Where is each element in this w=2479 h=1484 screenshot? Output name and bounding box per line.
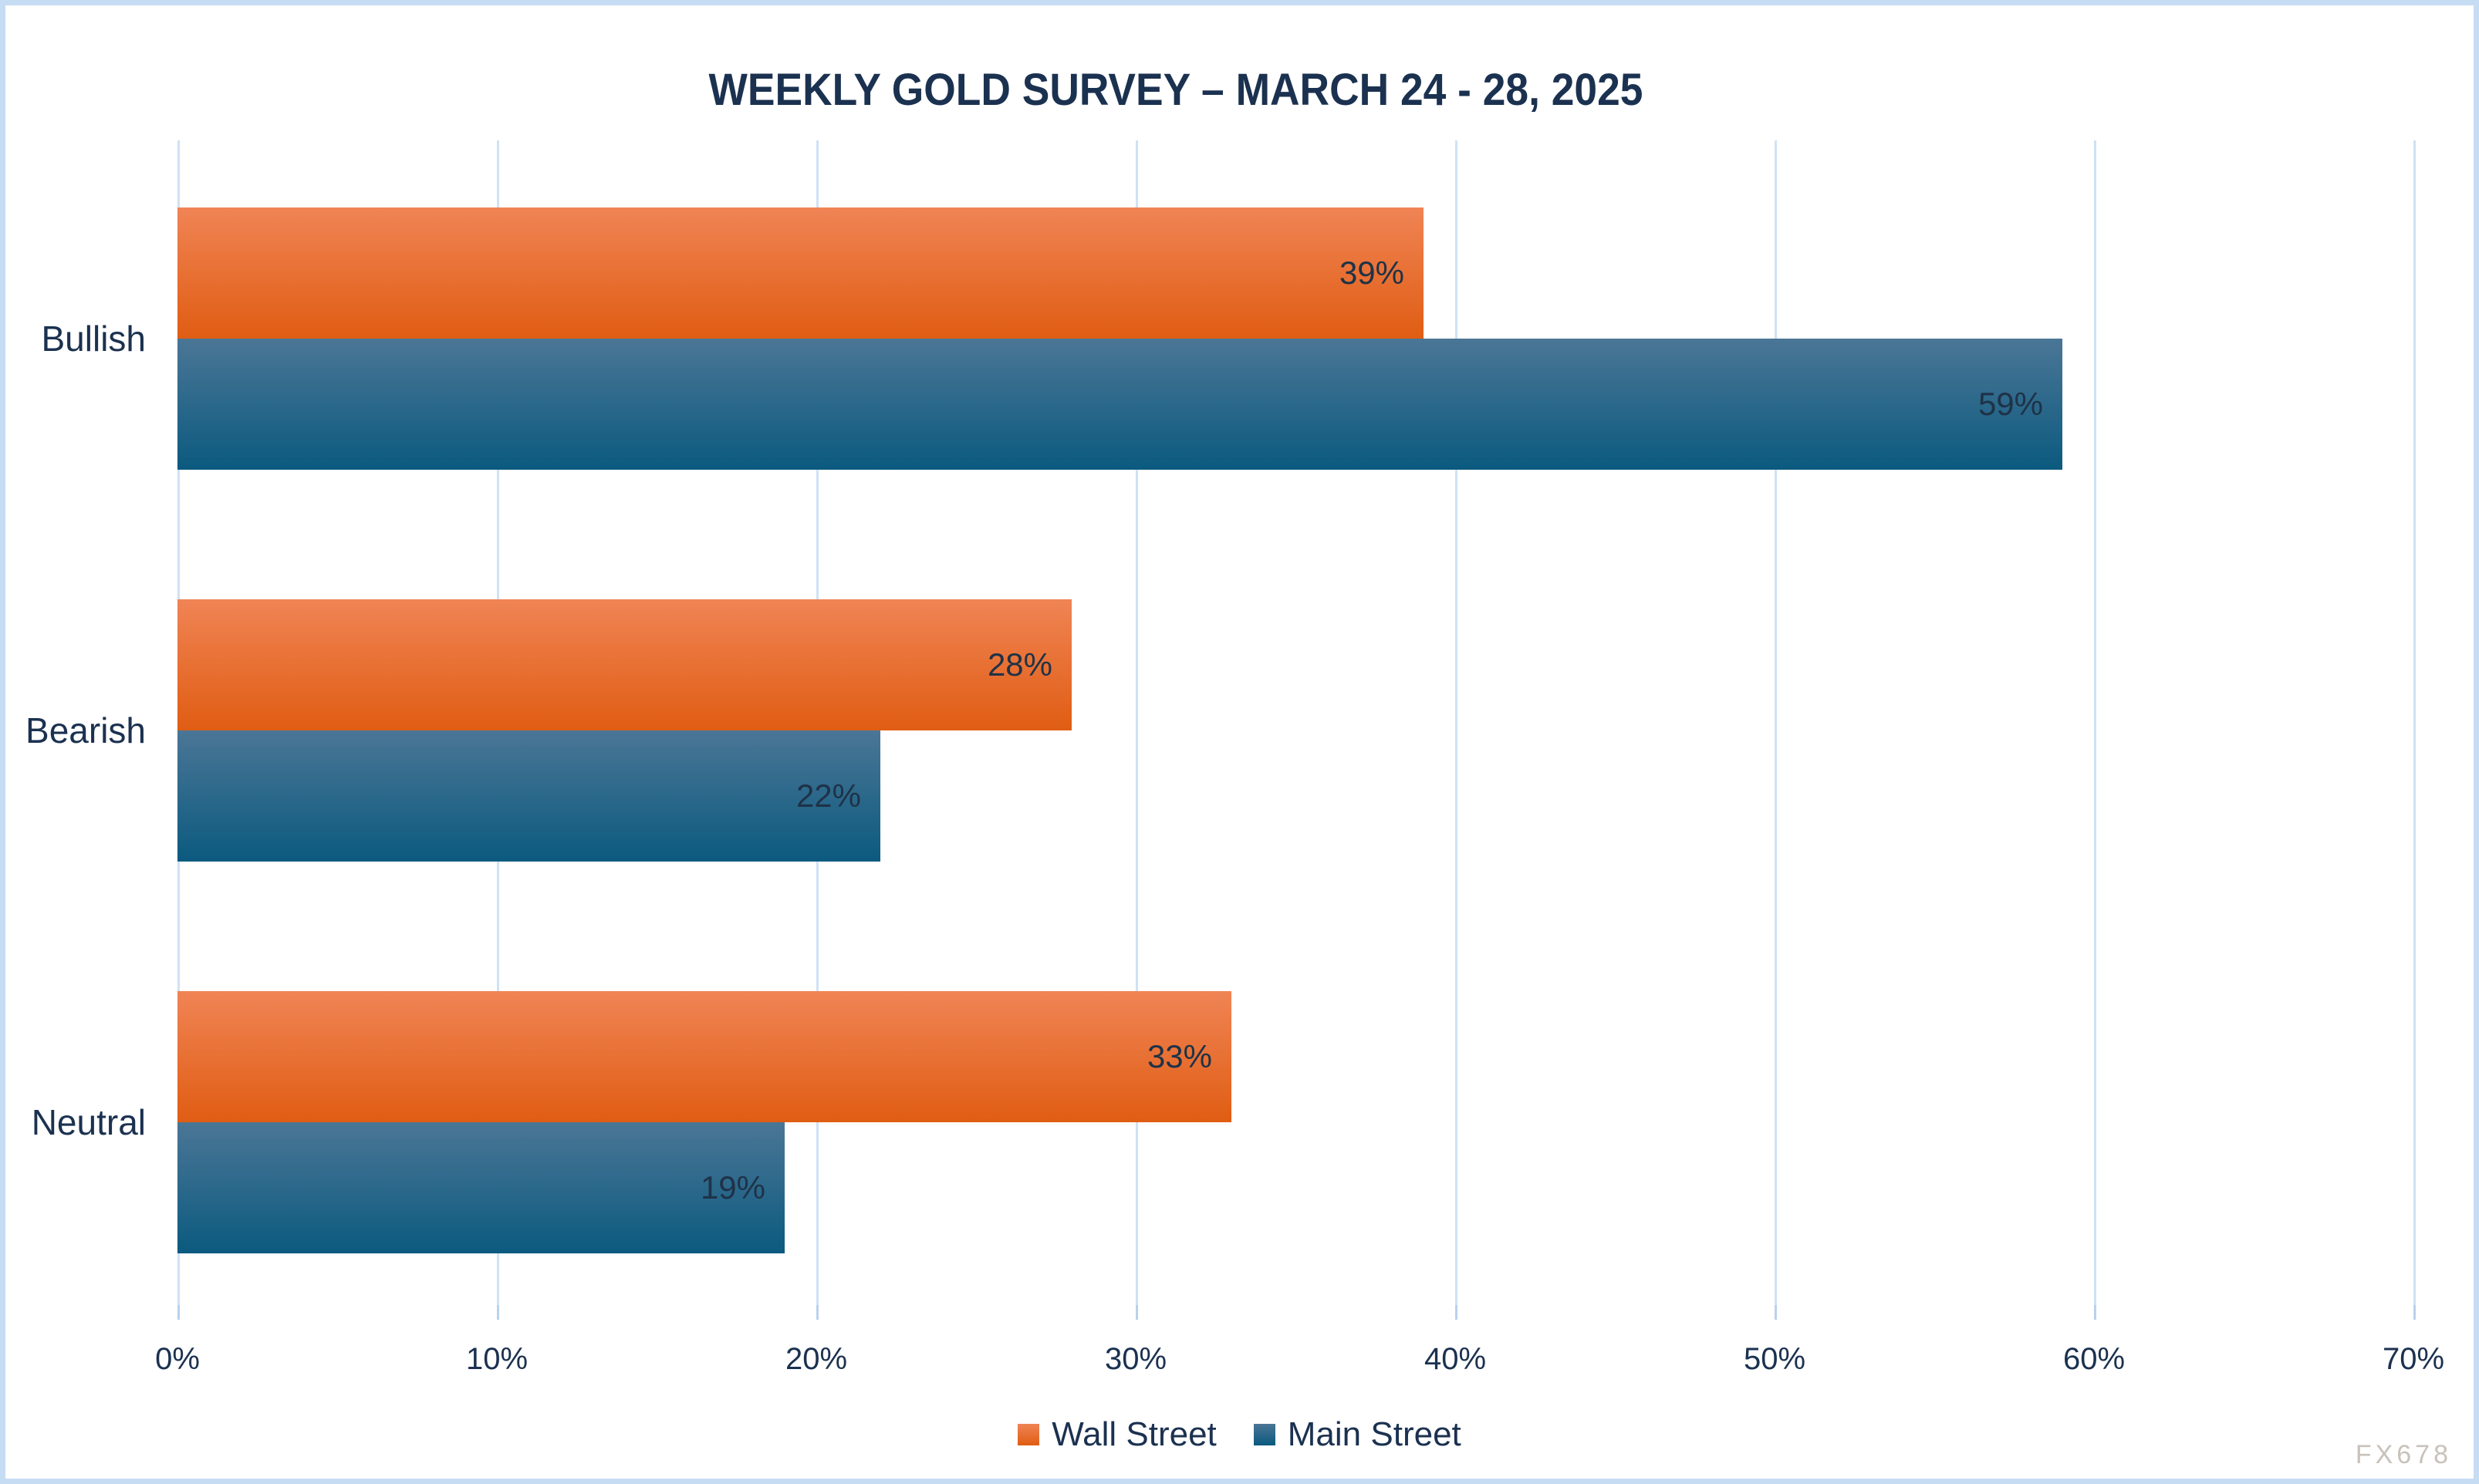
axis-tick-30- [1136,1305,1138,1320]
x-axis-label-60-: 60% [2062,1342,2126,1376]
bar-value-wall-street-bullish: 39% [1339,255,1404,291]
gridline-60- [2094,140,2096,1305]
category-label-bullish: Bullish [41,319,146,359]
bar-value-wall-street-neutral: 33% [1147,1038,1212,1074]
legend-label-wall-street: Wall Street [1052,1415,1217,1453]
axis-tick-70- [2413,1305,2416,1320]
x-axis-label-40-: 40% [1424,1342,1487,1376]
legend-label-main-street: Main Street [1287,1415,1461,1453]
bar-value-wall-street-bearish: 28% [987,646,1052,683]
wall-street-swatch [1018,1424,1040,1445]
main-street-swatch [1253,1424,1275,1445]
chart-title: WEEKLY GOLD SURVEY – MARCH 24 - 28, 2025 [708,65,1643,115]
x-axis-label-10-: 10% [465,1342,529,1376]
plot-area: 39% 59% 28% 22% 33% 19% [177,140,2419,1320]
axis-tick-0- [177,1305,180,1320]
legend: Wall Street Main Street [5,1415,2474,1454]
category-label-neutral: Neutral [31,1102,146,1142]
axis-tick-20- [816,1305,819,1320]
bar-main-street-bearish: 22% [177,730,880,862]
bar-main-street-bullish: 59% [177,339,2062,470]
x-axis-label-70-: 70% [2382,1342,2445,1376]
bar-value-main-street-bullish: 59% [1977,386,2043,422]
x-axis-label-30-: 30% [1104,1342,1167,1376]
bar-main-street-neutral: 19% [177,1122,785,1253]
legend-item-main-street: Main Street [1253,1415,1461,1454]
bar-wall-street-bearish: 28% [177,599,1072,730]
axis-tick-40- [1455,1305,1457,1320]
gridline-50- [1775,140,1777,1305]
gridline-70- [2413,140,2416,1305]
axis-tick-10- [497,1305,499,1320]
legend-item-wall-street: Wall Street [1018,1415,1217,1454]
x-axis-label-0-: 0% [155,1342,200,1376]
bar-wall-street-bullish: 39% [177,207,1424,339]
gridline-30- [1136,140,1138,1305]
x-axis-label-50-: 50% [1743,1342,1806,1376]
axis-tick-60- [2094,1305,2096,1320]
axis-tick-50- [1775,1305,1777,1320]
bar-value-main-street-bearish: 22% [795,777,861,814]
bar-wall-street-neutral: 33% [177,991,1231,1122]
x-axis-label-20-: 20% [785,1342,848,1376]
gridline-40- [1455,140,1457,1305]
watermark: FX678 [2355,1440,2452,1469]
category-label-bearish: Bearish [25,710,146,750]
bar-value-main-street-neutral: 19% [700,1169,765,1206]
